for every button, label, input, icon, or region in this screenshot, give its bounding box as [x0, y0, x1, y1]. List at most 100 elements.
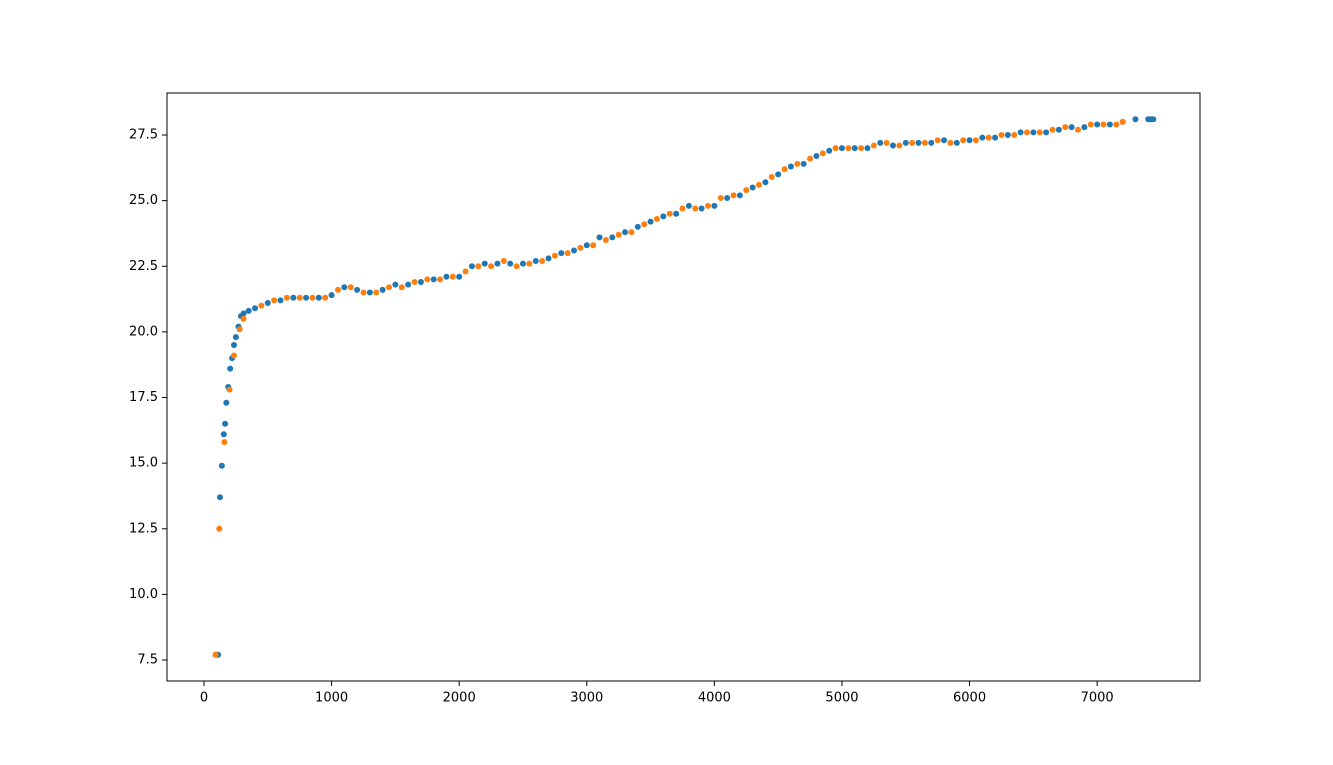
scatter-point: [475, 263, 482, 270]
y-tick-label: 17.5: [129, 390, 158, 405]
scatter-point: [411, 279, 418, 285]
scatter-point: [934, 137, 941, 144]
scatter-point: [704, 202, 711, 209]
scatter-point: [519, 260, 526, 267]
scatter-point: [749, 184, 756, 191]
scatter-point: [953, 139, 960, 146]
scatter-point: [711, 202, 718, 209]
scatter-point: [985, 134, 992, 141]
scatter-point: [430, 276, 437, 283]
scatter-point: [443, 273, 450, 280]
scatter-point: [775, 171, 782, 178]
scatter-point: [743, 187, 750, 194]
scatter-point: [283, 294, 290, 301]
scatter-point: [366, 289, 373, 296]
scatter-point: [216, 525, 223, 532]
x-tick-label: 0: [200, 691, 208, 706]
scatter-point: [590, 242, 597, 249]
scatter-point: [762, 179, 769, 186]
scatter-point: [303, 294, 310, 301]
scatter-point: [227, 365, 234, 372]
scatter-point: [417, 279, 424, 285]
scatter-point: [1043, 129, 1050, 136]
scatter-point: [218, 462, 225, 469]
scatter-point: [526, 260, 533, 267]
scatter-point: [277, 297, 284, 304]
scatter-point: [212, 651, 219, 658]
scatter-point: [226, 386, 233, 393]
scatter-point: [571, 247, 578, 254]
scatter-point: [221, 439, 228, 446]
scatter-point: [564, 250, 571, 257]
x-tick-label: 4000: [698, 691, 731, 706]
scatter-point: [685, 202, 692, 209]
scatter-point: [1017, 129, 1024, 136]
scatter-point: [1094, 121, 1101, 128]
x-tick-label: 3000: [570, 691, 603, 706]
scatter-point: [1087, 121, 1094, 128]
scatter-point: [634, 223, 641, 230]
scatter-point: [437, 276, 444, 283]
scatter-point: [960, 137, 967, 144]
scatter-point: [902, 139, 909, 146]
x-tick-label: 1000: [315, 691, 348, 706]
scatter-point: [558, 250, 565, 257]
scatter-point: [1100, 121, 1107, 128]
scatter-point: [232, 334, 239, 341]
scatter-point: [245, 307, 252, 314]
scatter-point: [507, 260, 514, 267]
scatter-point: [222, 420, 229, 427]
scatter-point: [673, 210, 680, 217]
scatter-point: [532, 258, 539, 264]
scatter-point: [641, 221, 648, 228]
scatter-point: [347, 284, 354, 291]
x-tick-label: 7000: [1081, 691, 1114, 706]
scatter-point: [513, 263, 520, 270]
scatter-point: [896, 142, 903, 149]
scatter-point: [819, 150, 826, 157]
scatter-point: [781, 166, 788, 173]
y-tick-label: 25.0: [129, 193, 158, 208]
scatter-point: [252, 305, 259, 312]
scatter-point: [998, 132, 1005, 138]
scatter-point: [334, 286, 341, 293]
scatter-point: [800, 160, 807, 167]
scatter-point: [223, 399, 230, 406]
scatter-point: [698, 205, 705, 212]
scatter-point: [628, 229, 635, 236]
scatter-point: [386, 284, 393, 291]
scatter-point: [730, 192, 737, 199]
scatter-point: [909, 139, 916, 146]
scatter-point: [290, 294, 297, 301]
plot-frame: [166, 92, 1201, 682]
scatter-point: [405, 281, 412, 288]
y-tick-label: 10.0: [129, 587, 158, 602]
scatter-point: [379, 286, 386, 293]
scatter-point: [424, 276, 431, 283]
scatter-point: [462, 268, 469, 275]
scatter-point: [692, 205, 699, 212]
scatter-point: [992, 134, 999, 141]
scatter-point: [1068, 124, 1075, 131]
scatter-point: [230, 352, 237, 359]
scatter-point: [966, 137, 973, 144]
scatter-point: [240, 315, 247, 322]
scatter-point: [915, 139, 922, 146]
scatter-point: [890, 142, 897, 149]
scatter-point: [724, 195, 731, 201]
scatter-point: [921, 139, 928, 146]
scatter-point: [666, 210, 673, 217]
x-tick-label: 2000: [443, 691, 476, 706]
scatter-point: [787, 163, 794, 170]
scatter-point: [551, 252, 558, 259]
scatter-point: [328, 292, 335, 299]
scatter-point: [216, 494, 223, 501]
scatter-point: [941, 137, 948, 144]
scatter-point: [220, 431, 227, 438]
scatter-point: [794, 160, 801, 167]
x-tick-label: 6000: [953, 691, 986, 706]
scatter-point: [449, 273, 456, 280]
scatter-point: [488, 263, 495, 270]
scatter-point: [1106, 121, 1113, 128]
